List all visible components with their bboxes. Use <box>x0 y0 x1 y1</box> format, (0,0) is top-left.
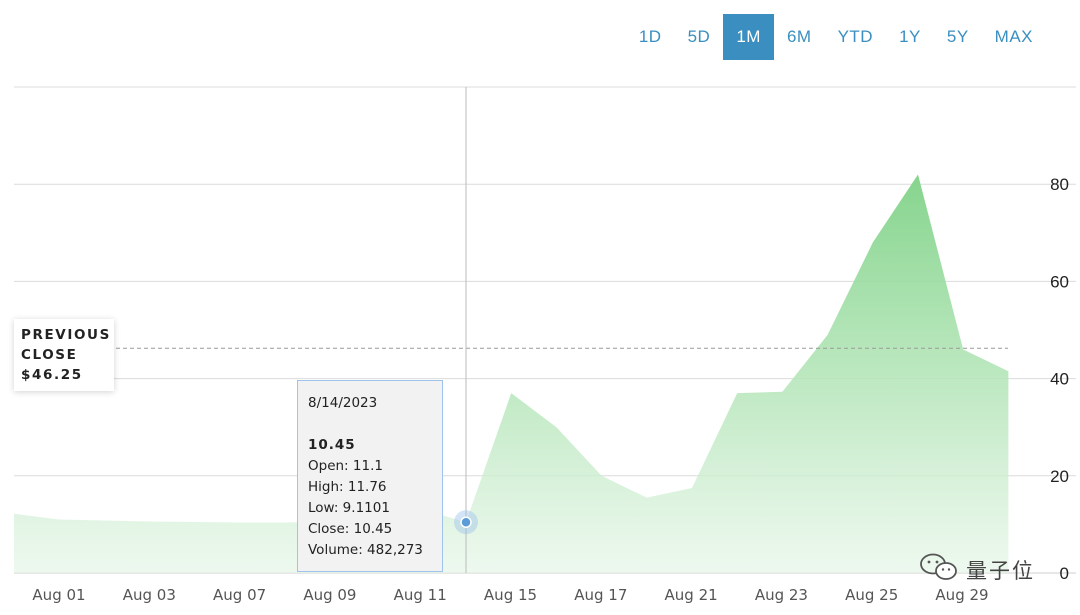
tooltip-open: Open: 11.1 <box>308 458 383 474</box>
x-tick-label: Aug 11 <box>394 586 447 604</box>
x-tick-label: Aug 29 <box>935 586 988 604</box>
range-1d-button[interactable]: 1D <box>638 27 662 46</box>
y-axis: 0 20 40 60 80 <box>1050 175 1069 583</box>
watermark-text: 量子位 <box>966 558 1035 583</box>
x-tick-label: Aug 25 <box>845 586 898 604</box>
range-selector: 1D 5D 1M 6M YTD 1Y 5Y MAX <box>626 14 1046 60</box>
tooltip-close: Close: 10.45 <box>308 521 393 537</box>
chart-area <box>14 174 1009 574</box>
y-tick-label: 0 <box>1060 564 1069 583</box>
previous-close-line1: PREVIOUS <box>21 327 111 343</box>
x-tick-label: Aug 15 <box>484 586 537 604</box>
range-6m-button[interactable]: 6M <box>786 27 812 46</box>
x-tick-label: Aug 21 <box>665 586 718 604</box>
previous-close-value: $46.25 <box>21 367 83 383</box>
y-tick-label: 60 <box>1050 272 1069 291</box>
range-max-button[interactable]: MAX <box>994 27 1033 46</box>
tooltip-low: Low: 9.1101 <box>308 500 390 516</box>
tooltip-price: 10.45 <box>308 437 356 453</box>
x-tick-label: Aug 01 <box>32 586 85 604</box>
watermark: 量子位 <box>918 552 1035 587</box>
range-ytd-button[interactable]: YTD <box>837 27 874 46</box>
tooltip-date: 8/14/2023 <box>308 395 378 411</box>
y-tick-label: 80 <box>1050 175 1069 194</box>
hover-layer <box>454 87 478 573</box>
previous-close-label: PREVIOUS CLOSE $46.25 <box>14 319 114 391</box>
x-axis: Aug 01 Aug 03 Aug 07 Aug 09 Aug 11 Aug 15 Aug … <box>32 586 988 604</box>
x-tick-label: Aug 07 <box>213 586 266 604</box>
wechat-icon <box>918 552 960 587</box>
range-5y-button[interactable]: 5Y <box>946 27 969 46</box>
y-tick-label: 40 <box>1050 370 1069 389</box>
tooltip-high: High: 11.76 <box>308 479 387 495</box>
x-tick-label: Aug 09 <box>303 586 356 604</box>
x-tick-label: Aug 17 <box>574 586 627 604</box>
range-1y-button[interactable]: 1Y <box>899 27 921 46</box>
x-tick-label: Aug 03 <box>123 586 176 604</box>
hover-tooltip: 8/14/2023 10.45 Open: 11.1 High: 11.76 L… <box>297 380 443 572</box>
previous-close-line2: CLOSE <box>21 347 78 363</box>
range-5d-button[interactable]: 5D <box>687 27 711 46</box>
y-tick-label: 20 <box>1050 467 1069 486</box>
x-tick-label: Aug 23 <box>755 586 808 604</box>
range-1m-button[interactable]: 1M <box>723 14 774 60</box>
highlight-point[interactable] <box>460 516 472 528</box>
price-area <box>14 174 1009 574</box>
tooltip-volume: Volume: 482,273 <box>308 542 423 558</box>
